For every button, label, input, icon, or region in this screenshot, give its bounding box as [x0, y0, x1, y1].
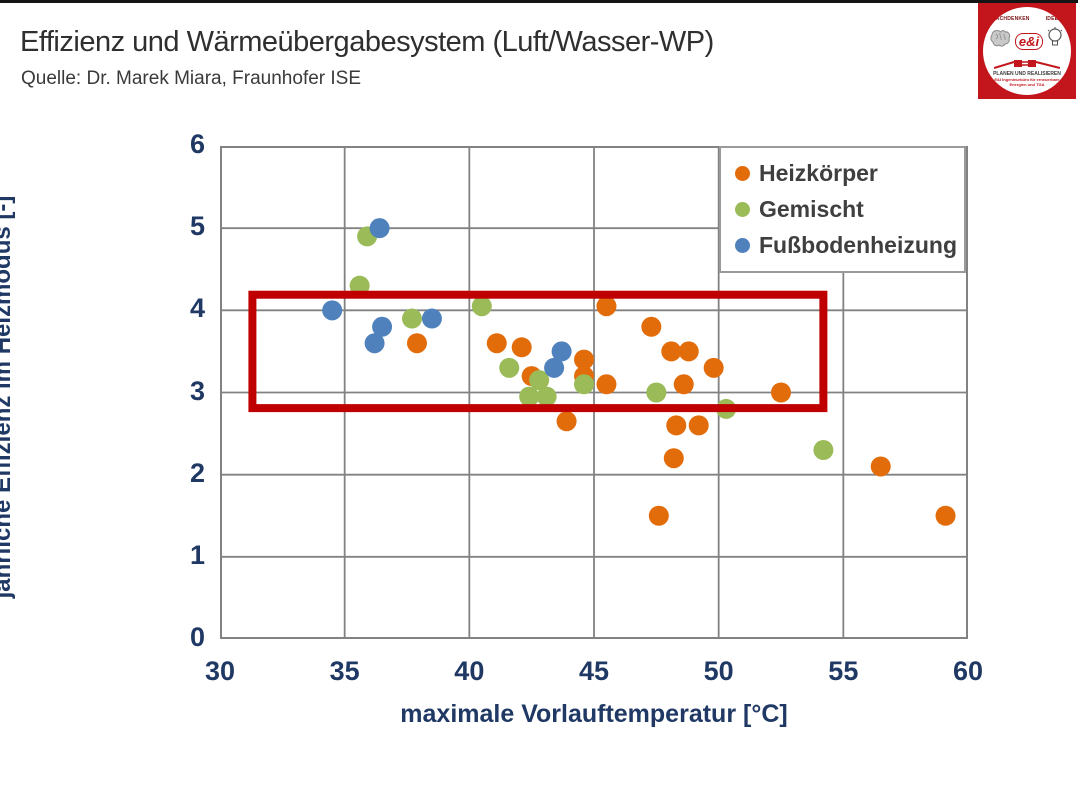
x-tick-label: 45 [578, 656, 610, 686]
y-tick-label: 1 [189, 539, 205, 570]
page-title: Effizienz und Wärmeübergabesystem (Luft/… [20, 26, 714, 58]
data-point-heizk-rper [870, 456, 891, 477]
data-point-gemischt [519, 386, 540, 407]
legend-marker-heizk-rper [735, 166, 750, 181]
logo-circle: NACHDENKEN IDEEN e&i [983, 7, 1071, 95]
data-point-gemischt [536, 386, 557, 407]
legend-label: Heizkörper [759, 160, 878, 186]
data-point-heizk-rper [596, 374, 617, 395]
data-point-heizk-rper [673, 374, 694, 395]
y-tick-label: 3 [189, 375, 205, 406]
data-point-heizk-rper [663, 448, 684, 469]
data-point-gemischt [646, 382, 667, 403]
x-tick-label: 55 [828, 656, 859, 686]
data-point-heizk-rper [574, 349, 595, 370]
data-point-gemischt [401, 308, 422, 329]
x-tick-label: 40 [454, 656, 485, 686]
chart-legend: Heizkörper Gemischt Fußbodenheizung [719, 146, 966, 273]
data-point-heizk-rper [688, 415, 709, 436]
x-tick-label: 35 [329, 656, 360, 686]
logo-text-firm2: Energien und TGA [1009, 82, 1045, 88]
data-point-heizk-rper [703, 357, 724, 378]
legend-label: Fußbodenheizung [759, 232, 958, 258]
y-tick-label: 6 [189, 129, 205, 159]
logo-text-planen: PLANEN UND REALISIEREN [993, 71, 1061, 77]
x-tick-label: 30 [204, 656, 236, 686]
x-tick-label: 50 [703, 656, 734, 686]
data-point-fu-bodenheizung [421, 308, 442, 329]
data-point-heizk-rper [486, 333, 507, 354]
data-point-heizk-rper [666, 415, 687, 436]
data-point-gemischt [471, 296, 492, 317]
x-tick-label: 60 [952, 656, 984, 686]
data-point-gemischt [813, 440, 834, 461]
y-tick-label: 2 [189, 457, 205, 488]
data-point-heizk-rper [661, 341, 682, 362]
data-point-heizk-rper [935, 505, 956, 526]
data-point-gemischt [574, 374, 595, 395]
logo-brand-text: e&i [1014, 32, 1044, 50]
y-tick-label: 0 [189, 622, 205, 652]
plot-border [220, 146, 968, 639]
data-point-heizk-rper [648, 505, 669, 526]
legend-item-gemischt: Gemischt [735, 196, 964, 223]
data-point-heizk-rper [511, 337, 532, 358]
data-point-heizk-rper [556, 411, 577, 432]
data-point-heizk-rper [678, 341, 699, 362]
plug-connection-icon [993, 57, 1061, 69]
page-subtitle: Quelle: Dr. Marek Miara, Fraunhofer ISE [21, 68, 362, 89]
y-axis-title: jährliche Effizienz im Heizmodus [-] [0, 195, 16, 599]
data-point-fu-bodenheizung [364, 333, 385, 354]
data-point-heizk-rper [641, 316, 662, 337]
logo-text-firm: E&I Ingenieurbüro für erneuerbare [994, 77, 1060, 83]
light-bulb-icon [1046, 26, 1064, 56]
company-logo: NACHDENKEN IDEEN e&i [978, 3, 1076, 99]
y-tick-label: 4 [189, 293, 205, 324]
data-point-gemischt [349, 275, 370, 296]
brain-icon [990, 29, 1012, 54]
data-point-fu-bodenheizung [369, 218, 390, 239]
data-point-fu-bodenheizung [372, 316, 393, 337]
scatter-plot-area [220, 146, 968, 639]
data-point-heizk-rper [406, 333, 427, 354]
legend-label: Gemischt [759, 196, 864, 222]
data-point-gemischt [529, 370, 550, 391]
x-axis-title: maximale Vorlauftemperatur [°C] [400, 700, 788, 728]
legend-item-fu-bodenheizung: Fußbodenheizung [735, 232, 964, 259]
data-point-gemischt [499, 357, 520, 378]
top-border-line [0, 0, 1078, 3]
data-point-heizk-rper [771, 382, 791, 403]
data-point-fu-bodenheizung [322, 300, 343, 321]
legend-marker-gemischt [735, 202, 750, 217]
data-point-heizk-rper [596, 296, 617, 317]
data-point-fu-bodenheizung [544, 357, 565, 378]
y-tick-label: 5 [189, 211, 205, 242]
highlight-annotation-box [248, 290, 828, 413]
legend-marker-fu-bodenheizung [735, 238, 750, 253]
logo-text-ideen: IDEEN [1045, 16, 1062, 22]
data-point-fu-bodenheizung [551, 341, 572, 362]
scatter-plot-canvas [220, 146, 968, 639]
logo-text-nachdenken: NACHDENKEN [992, 16, 1030, 22]
legend-item-heizk-rper: Heizkörper [735, 160, 964, 187]
